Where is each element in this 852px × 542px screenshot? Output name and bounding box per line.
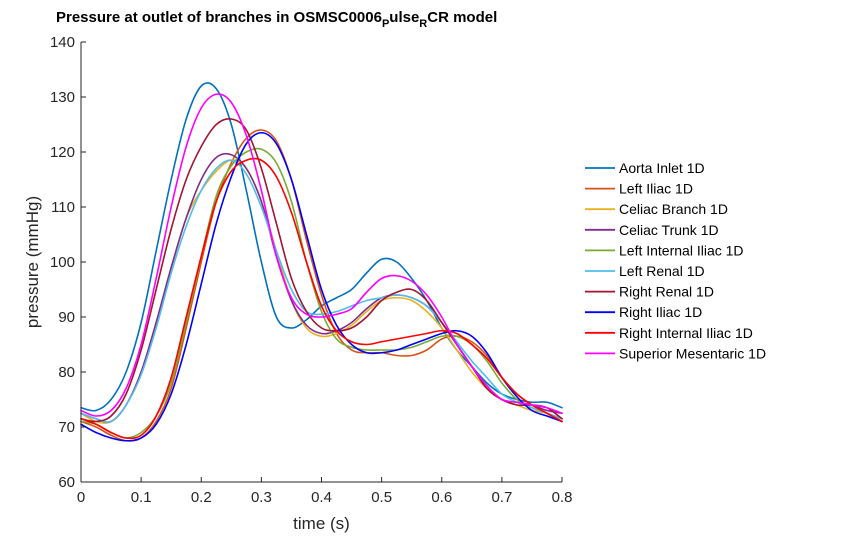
series-layer bbox=[80, 82, 563, 442]
legend-label-right-internal-iliac-1d: Right Internal Iliac 1D bbox=[619, 325, 753, 341]
legend-label-celiac-branch-1d: Celiac Branch 1D bbox=[619, 201, 728, 217]
series-line-left-renal-1d bbox=[80, 159, 563, 424]
legend-label-superior-mesentaric-1d: Superior Mesentaric 1D bbox=[619, 345, 766, 361]
legend-label-right-renal-1d: Right Renal 1D bbox=[619, 284, 714, 300]
plot-area: 0 0.1 0.2 0.3 0.4 0.5 0.6 0.7 0.8 60 70 80 90 100 110… bbox=[50, 34, 572, 506]
y-tick-label: 110 bbox=[51, 199, 75, 216]
y-tick-label: 90 bbox=[58, 309, 75, 326]
y-axis-label: pressure (mmHg) bbox=[23, 196, 42, 328]
series-line-right-internal-iliac-1d bbox=[80, 157, 563, 440]
legend-label-celiac-trunk-1d: Celiac Trunk 1D bbox=[619, 222, 719, 238]
x-axis-label: time (s) bbox=[293, 514, 350, 533]
x-tick-label: 0.3 bbox=[251, 489, 272, 506]
y-tick-label: 140 bbox=[50, 34, 75, 51]
series-line-right-renal-1d bbox=[80, 117, 563, 423]
chart-title: Pressure at outlet of branches in OSMSC0… bbox=[56, 9, 497, 30]
x-tick-label: 0.6 bbox=[431, 489, 452, 506]
legend-label-left-internal-iliac-1d: Left Internal Iliac 1D bbox=[619, 242, 744, 258]
x-axis-ticks: 0 0.1 0.2 0.3 0.4 0.5 0.6 0.7 0.8 bbox=[77, 477, 573, 506]
y-tick-label: 130 bbox=[50, 89, 75, 106]
x-tick-label: 0.8 bbox=[552, 489, 573, 506]
y-tick-label: 80 bbox=[58, 364, 75, 381]
series-line-right-iliac-1d bbox=[80, 131, 563, 442]
series-line-left-iliac-1d bbox=[80, 129, 563, 442]
legend-label-right-iliac-1d: Right Iliac 1D bbox=[619, 304, 702, 320]
series-line-superior-mesentaric-1d bbox=[80, 93, 563, 417]
x-tick-label: 0.4 bbox=[311, 489, 332, 506]
legend: Aorta Inlet 1D Left Iliac 1D Celiac Branch… bbox=[585, 160, 766, 361]
legend-label-aorta-inlet-1d: Aorta Inlet 1D bbox=[619, 160, 705, 176]
x-tick-label: 0.5 bbox=[371, 489, 392, 506]
legend-label-left-iliac-1d: Left Iliac 1D bbox=[619, 181, 693, 197]
x-tick-label: 0 bbox=[77, 489, 85, 506]
x-tick-label: 0.1 bbox=[131, 489, 152, 506]
y-tick-label: 60 bbox=[58, 474, 75, 491]
y-tick-label: 100 bbox=[50, 254, 75, 271]
y-tick-label: 70 bbox=[58, 419, 75, 436]
y-tick-label: 120 bbox=[50, 144, 75, 161]
x-tick-label: 0.7 bbox=[491, 489, 512, 506]
x-tick-label: 0.2 bbox=[191, 489, 212, 506]
y-axis-ticks: 60 70 80 90 100 110 120 130 140 bbox=[50, 34, 86, 491]
legend-label-left-renal-1d: Left Renal 1D bbox=[619, 263, 705, 279]
